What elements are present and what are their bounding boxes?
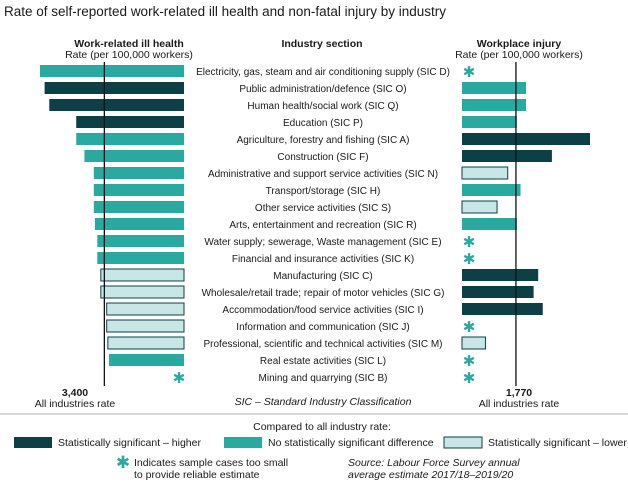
right-bar xyxy=(462,82,526,94)
category-label: Agriculture, forestry and fishing (SIC A… xyxy=(237,135,410,146)
legend-label-higher: Statistically significant – higher xyxy=(58,437,201,449)
left-bars xyxy=(39,65,185,366)
left-bar xyxy=(49,99,185,111)
legend-star-icon: ✱ xyxy=(116,453,130,473)
right-bars xyxy=(461,82,590,350)
right-panel-title: Workplace injury xyxy=(477,38,562,50)
left-bar xyxy=(100,268,185,282)
right-bar xyxy=(462,286,534,298)
left-star-icon: ✱ xyxy=(173,369,186,387)
legend-swatch-lower xyxy=(443,436,483,449)
star-note-line-1: Indicates sample cases too small xyxy=(134,457,288,469)
right-star-icon: ✱ xyxy=(463,369,476,387)
right-bar xyxy=(461,200,498,214)
left-bar xyxy=(109,354,184,366)
category-label: Arts, entertainment and recreation (SIC … xyxy=(229,220,416,231)
right-panel-subtitle: Rate (per 100,000 workers) xyxy=(455,49,583,61)
category-label: Financial and insurance activities (SIC … xyxy=(232,254,414,265)
left-bar xyxy=(76,116,184,128)
sic-note: SIC – Standard Industry Classification xyxy=(235,396,412,408)
right-star-icon: ✱ xyxy=(463,233,476,251)
center-header: Industry section xyxy=(281,38,362,50)
left-bar xyxy=(93,201,184,213)
legend-heading: Compared to all industry rate: xyxy=(253,421,391,433)
left-bar xyxy=(76,133,184,145)
category-label: Mining and quarrying (SIC B) xyxy=(259,373,388,384)
category-label: Human health/social work (SIC Q) xyxy=(247,101,398,112)
category-label: Real estate activities (SIC L) xyxy=(260,356,386,367)
right-bar xyxy=(462,269,539,281)
star-note-line-2: to provide reliable estimate xyxy=(134,469,260,481)
right-star-icon: ✱ xyxy=(463,318,476,336)
chart-title: Rate of self-reported work-related ill h… xyxy=(4,4,446,19)
right-bar xyxy=(462,150,552,162)
source-line-2: average estimate 2017/18–2019/20 xyxy=(348,469,513,481)
left-panel-title: Work-related ill health xyxy=(74,38,184,50)
right-bar xyxy=(462,116,517,128)
category-labels: Electricity, gas, steam and air conditio… xyxy=(196,67,450,384)
right-bar xyxy=(462,99,526,111)
left-panel-subtitle: Rate (per 100,000 workers) xyxy=(65,49,193,61)
category-label: Transport/storage (SIC H) xyxy=(266,186,381,197)
category-label: Wholesale/retail trade; repair of motor … xyxy=(202,288,445,299)
legend-swatch-nsd xyxy=(224,437,262,448)
right-reference-caption: All industries rate xyxy=(479,398,560,410)
right-bar xyxy=(462,184,521,196)
category-label: Education (SIC P) xyxy=(283,118,363,129)
left-bar xyxy=(44,82,184,94)
left-bar xyxy=(84,150,184,162)
right-star-icon: ✱ xyxy=(463,250,476,268)
legend-swatch-higher xyxy=(14,437,52,448)
left-bar xyxy=(106,319,185,333)
category-label: Water supply; sewerage, Waste management… xyxy=(204,237,441,248)
left-reference-caption: All industries rate xyxy=(35,398,116,410)
left-bar xyxy=(94,218,184,230)
category-label: Information and communication (SIC J) xyxy=(236,322,409,333)
left-bar xyxy=(106,302,185,316)
left-bar xyxy=(107,336,185,350)
right-bar xyxy=(462,303,543,315)
category-label: Professional, scientific and technical a… xyxy=(204,339,443,350)
legend-label-lower: Statistically significant – lower xyxy=(488,437,627,449)
left-bar xyxy=(97,252,184,264)
category-label: Construction (SIC F) xyxy=(277,152,368,163)
left-bar xyxy=(93,184,184,196)
right-star-icon: ✱ xyxy=(463,352,476,370)
category-label: Manufacturing (SIC C) xyxy=(273,271,372,282)
right-bar xyxy=(461,166,509,180)
stars: ✱✱✱✱✱✱ ✱ xyxy=(173,63,476,387)
right-bar xyxy=(462,218,517,230)
left-bar xyxy=(97,235,184,247)
category-label: Other service activities (SIC S) xyxy=(255,203,391,214)
left-reference-label: 3,400 xyxy=(62,387,88,399)
right-bar xyxy=(462,133,590,145)
right-reference-label: 1,770 xyxy=(506,387,532,399)
left-bar xyxy=(39,65,184,77)
left-bar xyxy=(100,285,185,299)
source-line-1: Source: Labour Force Survey annual xyxy=(348,457,520,469)
category-label: Electricity, gas, steam and air conditio… xyxy=(196,67,450,78)
category-label: Administrative and support service activ… xyxy=(208,169,438,180)
right-star-icon: ✱ xyxy=(463,63,476,81)
category-label: Accommodation/food service activities (S… xyxy=(222,305,423,316)
right-bar xyxy=(461,336,486,350)
left-bar xyxy=(93,167,184,179)
category-label: Public administration/defence (SIC O) xyxy=(239,84,406,95)
legend-label-nsd: No statistically significant difference xyxy=(268,437,434,449)
